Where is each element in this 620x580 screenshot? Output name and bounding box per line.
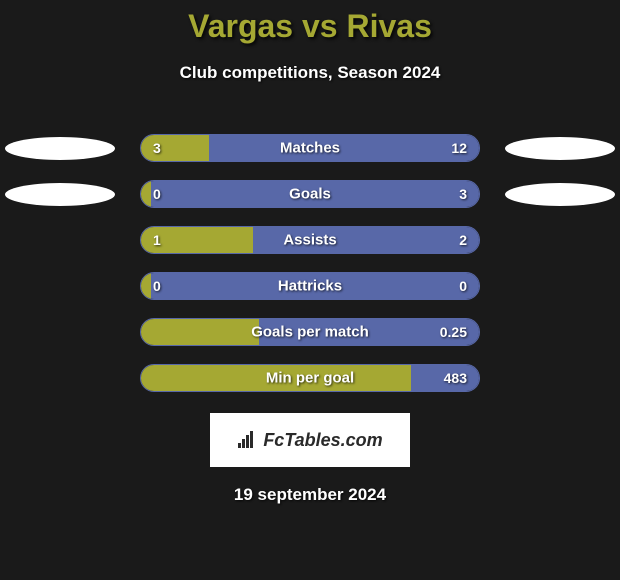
team-logo-right bbox=[505, 137, 615, 160]
brand-box[interactable]: FcTables.com bbox=[210, 413, 410, 467]
stat-label: Assists bbox=[283, 232, 336, 249]
stat-label: Hattricks bbox=[278, 278, 342, 295]
main-container: Vargas vs Rivas Club competitions, Seaso… bbox=[0, 0, 620, 505]
bar-segment-left bbox=[141, 273, 151, 299]
stat-value-left: 1 bbox=[153, 232, 161, 248]
brand-text: FcTables.com bbox=[237, 430, 382, 451]
stat-label: Goals bbox=[289, 186, 331, 203]
page-title: Vargas vs Rivas bbox=[0, 8, 620, 45]
brand-label: FcTables.com bbox=[263, 430, 382, 451]
stat-value-right: 0 bbox=[459, 278, 467, 294]
stat-value-left: 3 bbox=[153, 140, 161, 156]
stat-row: Goals per match 0.25 bbox=[0, 309, 620, 355]
stat-bar: Goals per match 0.25 bbox=[140, 318, 480, 346]
stat-value-right: 0.25 bbox=[440, 324, 467, 340]
stat-bar: Matches 3 12 bbox=[140, 134, 480, 162]
stat-value-left: 0 bbox=[153, 186, 161, 202]
team-logo-left bbox=[5, 183, 115, 206]
stat-bar: Min per goal 483 bbox=[140, 364, 480, 392]
team-logo-left bbox=[5, 137, 115, 160]
stat-value-right: 2 bbox=[459, 232, 467, 248]
stat-row: Hattricks 0 0 bbox=[0, 263, 620, 309]
stat-label: Matches bbox=[280, 140, 340, 157]
team-logo-right bbox=[505, 183, 615, 206]
stat-value-right: 483 bbox=[444, 370, 467, 386]
stat-bar: Goals 0 3 bbox=[140, 180, 480, 208]
stat-label: Min per goal bbox=[266, 370, 354, 387]
stat-row: Assists 1 2 bbox=[0, 217, 620, 263]
stat-bar: Assists 1 2 bbox=[140, 226, 480, 254]
stat-row: Goals 0 3 bbox=[0, 171, 620, 217]
subtitle: Club competitions, Season 2024 bbox=[0, 63, 620, 83]
stat-row: Matches 3 12 bbox=[0, 125, 620, 171]
bar-segment-right bbox=[209, 135, 479, 161]
bar-segment-left bbox=[141, 135, 209, 161]
stat-value-right: 12 bbox=[451, 140, 467, 156]
bar-segment-left bbox=[141, 319, 259, 345]
stat-row: Min per goal 483 bbox=[0, 355, 620, 401]
bar-segment-left bbox=[141, 181, 151, 207]
stat-bar: Hattricks 0 0 bbox=[140, 272, 480, 300]
stat-label: Goals per match bbox=[251, 324, 369, 341]
chart-icon bbox=[237, 431, 257, 449]
stat-value-left: 0 bbox=[153, 278, 161, 294]
stat-value-right: 3 bbox=[459, 186, 467, 202]
stats-area: Matches312Goals03Assists12Hattricks00Goa… bbox=[0, 125, 620, 401]
footer-date: 19 september 2024 bbox=[0, 485, 620, 505]
